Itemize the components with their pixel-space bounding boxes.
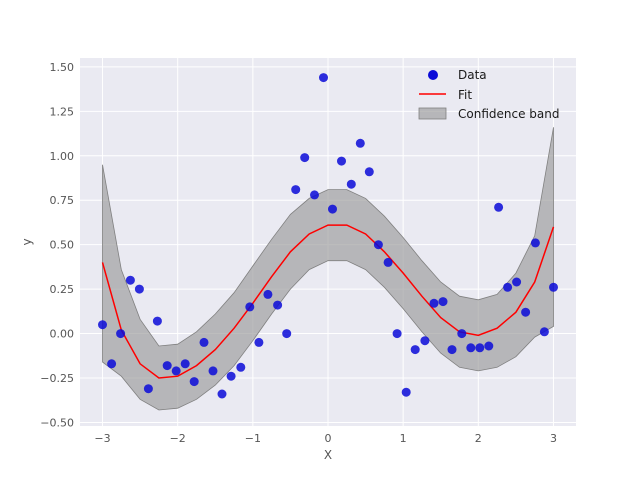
data-point — [346, 179, 356, 189]
y-tick-label: 0.75 — [50, 194, 75, 207]
x-tick-labels: −3 −2 −1 0 1 2 3 — [94, 432, 557, 445]
data-point — [282, 329, 292, 339]
y-tick-label: 1.00 — [50, 150, 75, 163]
data-point — [420, 336, 430, 346]
data-point — [512, 277, 522, 287]
data-point — [475, 343, 485, 353]
x-tick-label: −1 — [245, 432, 261, 445]
confidence-band — [102, 127, 554, 411]
fit-line-layer — [101, 224, 555, 379]
data-point — [438, 297, 448, 307]
data-point — [494, 202, 504, 212]
data-point — [107, 359, 117, 369]
data-point — [383, 257, 393, 267]
y-tick-label: 0.00 — [50, 328, 75, 341]
data-point — [466, 343, 476, 353]
y-tick-label: 0.50 — [50, 239, 75, 252]
data-point — [162, 361, 172, 371]
data-point — [125, 275, 135, 285]
data-point — [199, 337, 209, 347]
data-point — [217, 389, 227, 399]
data-point — [328, 204, 337, 214]
data-point — [310, 190, 319, 200]
legend-label-data: Data — [458, 68, 487, 82]
y-tick-label: −0.25 — [40, 372, 74, 385]
data-point — [226, 371, 236, 381]
data-point — [401, 387, 411, 397]
x-tick-label: 0 — [325, 432, 332, 445]
y-axis-label: y — [20, 238, 34, 245]
data-point — [484, 341, 494, 351]
data-point — [143, 384, 153, 394]
data-point — [300, 153, 310, 163]
data-point — [273, 300, 283, 310]
data-point — [236, 362, 246, 372]
legend-marker-confidence-band — [418, 107, 447, 120]
x-tick-label: 2 — [475, 432, 482, 445]
data-point — [549, 282, 558, 292]
data-point — [503, 282, 513, 292]
data-point — [457, 329, 467, 339]
data-point — [180, 359, 190, 369]
y-tick-label: 1.25 — [50, 105, 75, 118]
x-tick-label: −3 — [94, 432, 110, 445]
data-point — [373, 240, 383, 250]
y-tick-label: 1.50 — [50, 61, 75, 74]
data-point — [530, 238, 540, 248]
x-tick-label: 3 — [550, 432, 557, 445]
data-point — [410, 345, 420, 355]
data-point — [521, 307, 531, 317]
data-point — [171, 366, 181, 376]
data-point — [152, 316, 162, 326]
x-tick-label: −2 — [170, 432, 186, 445]
data-point — [189, 377, 199, 387]
data-point — [355, 138, 365, 148]
data-point — [291, 185, 301, 195]
data-point — [429, 298, 439, 308]
data-point — [116, 329, 126, 339]
y-tick-labels: −0.50 −0.25 0.00 0.25 0.50 0.75 1.00 1.25 1.50 — [40, 61, 74, 430]
y-tick-label: 0.25 — [50, 283, 75, 296]
data-point — [263, 289, 273, 299]
data-point — [98, 320, 107, 330]
x-tick-label: 1 — [400, 432, 407, 445]
legend-label-confidence-band: Confidence band — [458, 107, 559, 121]
confidence-band-layer — [102, 127, 554, 411]
x-axis-label: X — [324, 448, 332, 462]
y-tick-label: −0.50 — [40, 416, 74, 429]
data-point — [245, 302, 255, 312]
legend-marker-data — [428, 70, 438, 80]
data-point — [337, 156, 346, 166]
data-point — [539, 327, 549, 337]
data-point — [447, 345, 457, 355]
legend-label-fit: Fit — [458, 88, 472, 102]
data-point — [364, 167, 374, 177]
legend: Data Fit Confidence band — [418, 68, 559, 121]
data-points-layer — [98, 73, 558, 399]
data-point — [208, 366, 218, 376]
data-point — [254, 337, 264, 347]
data-point — [392, 329, 402, 339]
fit-line — [101, 224, 555, 379]
data-point — [319, 73, 328, 83]
data-point — [134, 284, 144, 294]
